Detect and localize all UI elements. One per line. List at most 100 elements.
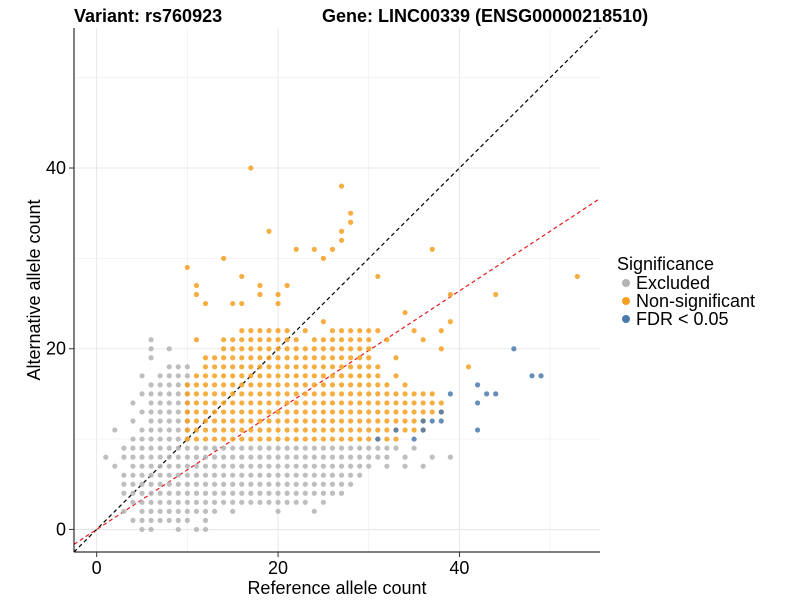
data-point (293, 364, 299, 370)
data-point (157, 373, 163, 379)
data-point (311, 346, 317, 352)
data-point (248, 364, 254, 370)
data-point (184, 436, 190, 442)
data-point (211, 499, 218, 505)
data-point (184, 400, 190, 406)
data-point (257, 364, 263, 370)
data-point (320, 445, 326, 451)
data-point (211, 355, 218, 361)
y-tick-label: 0 (56, 519, 66, 539)
data-point (148, 445, 154, 451)
plot-panel (73, 27, 601, 553)
data-point (148, 418, 154, 424)
data-point (357, 364, 363, 370)
data-point (139, 499, 145, 505)
data-point (193, 282, 200, 289)
data-point (366, 436, 372, 442)
data-point (221, 436, 227, 442)
data-point (311, 445, 317, 451)
data-point (257, 436, 263, 442)
data-point (320, 373, 326, 379)
data-point (420, 391, 426, 397)
data-point (320, 409, 326, 415)
data-point (420, 409, 426, 415)
data-point (175, 508, 181, 514)
data-point (239, 337, 245, 343)
data-point (202, 418, 209, 424)
data-point (166, 472, 172, 478)
data-point (148, 337, 154, 343)
data-point (275, 409, 281, 415)
data-point (302, 481, 308, 487)
y-axis-ticks: 0 20 40 (46, 158, 74, 539)
data-point (193, 373, 200, 379)
data-point (175, 481, 181, 487)
data-point (157, 427, 163, 433)
data-point (402, 409, 408, 415)
data-point (266, 373, 272, 379)
data-point (284, 427, 290, 433)
data-point (329, 364, 336, 370)
data-point (438, 328, 444, 334)
data-point (338, 346, 345, 352)
legend-label: Excluded (636, 273, 710, 293)
data-point (130, 463, 136, 469)
data-point (193, 454, 200, 460)
data-point (293, 481, 299, 487)
data-point (474, 427, 481, 433)
data-point (230, 400, 236, 406)
data-point (348, 418, 354, 424)
data-point (257, 328, 263, 334)
data-point (329, 246, 336, 252)
data-point (175, 526, 181, 533)
data-point (112, 463, 118, 469)
data-point (166, 490, 172, 496)
data-point (302, 364, 308, 370)
data-point (239, 463, 245, 469)
data-point (284, 418, 290, 424)
data-point (348, 382, 354, 388)
data-point (375, 418, 381, 424)
data-point (320, 400, 326, 406)
data-point (311, 409, 317, 415)
data-point (202, 391, 209, 397)
data-point (438, 346, 444, 352)
legend-key-1 (622, 297, 630, 305)
data-point (121, 481, 127, 487)
data-point (366, 346, 372, 352)
data-point (221, 490, 227, 496)
data-point (166, 445, 172, 451)
data-point (148, 400, 154, 406)
data-point (202, 382, 209, 388)
data-point (239, 409, 245, 415)
data-point (257, 400, 263, 406)
data-point (338, 355, 345, 361)
data-point (293, 391, 299, 397)
data-point (357, 445, 363, 451)
data-point (357, 418, 363, 424)
data-point (357, 328, 363, 334)
reference-lines (73, 27, 601, 553)
data-point (411, 400, 417, 406)
data-point (121, 445, 127, 451)
data-point (574, 273, 580, 280)
data-point (184, 409, 190, 415)
data-point (148, 355, 154, 361)
data-point (148, 463, 154, 469)
data-point (338, 328, 345, 334)
data-point (266, 436, 272, 442)
data-point (429, 246, 435, 252)
data-point (275, 364, 281, 370)
data-point (348, 337, 354, 343)
data-point (130, 490, 136, 496)
data-point (139, 454, 145, 460)
data-point (338, 409, 345, 415)
data-point (175, 391, 181, 397)
data-point (293, 337, 299, 343)
data-point (230, 355, 236, 361)
data-point (302, 391, 308, 397)
data-point (239, 481, 245, 487)
data-point (284, 454, 290, 460)
data-point (202, 373, 209, 379)
data-point (402, 391, 408, 397)
